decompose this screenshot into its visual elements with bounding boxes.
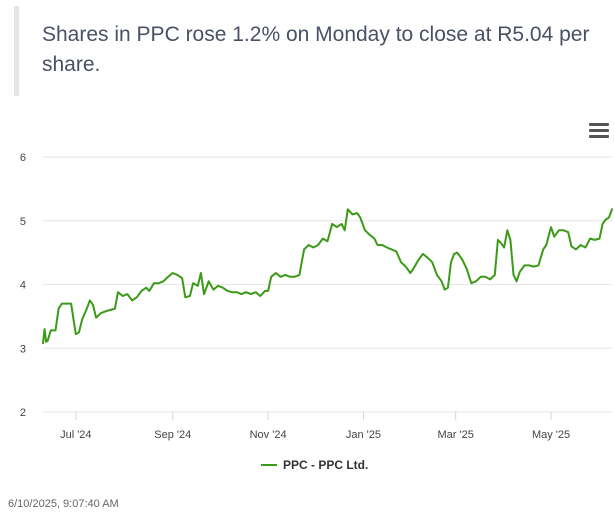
price-chart-svg: 2 3 4 5 6 Jul '24 Sep '24 Nov '24 Jan '25 Mar '2… — [20, 152, 613, 472]
y-tick-label: 4 — [20, 280, 26, 292]
x-tick-label: May '25 — [532, 429, 570, 441]
price-chart: 2 3 4 5 6 Jul '24 Sep '24 Nov '24 Jan '25 Mar '2… — [0, 110, 614, 490]
x-tick-label: Mar '25 — [438, 429, 474, 441]
series-line-ppc[interactable] — [42, 208, 613, 345]
hamburger-menu-icon[interactable] — [589, 123, 609, 141]
quote-bar — [14, 6, 19, 96]
y-tick-label: 3 — [20, 343, 26, 355]
x-tick-labels: Jul '24 Sep '24 Nov '24 Jan '25 Mar '25 May '… — [60, 412, 570, 441]
timestamp: 6/10/2025, 9:07:40 AM — [8, 498, 119, 510]
headline-text: Shares in PPC rose 1.2% on Monday to clo… — [42, 23, 590, 76]
grid-layer — [43, 156, 612, 413]
series-layer — [42, 208, 613, 345]
x-tick-label: Nov '24 — [250, 429, 287, 441]
y-tick-label: 2 — [20, 407, 26, 419]
legend-label[interactable]: PPC - PPC Ltd. — [283, 458, 368, 472]
y-tick-label: 6 — [20, 152, 26, 164]
y-tick-label: 5 — [20, 216, 26, 228]
x-tick-label: Jan '25 — [346, 429, 381, 441]
legend[interactable]: PPC - PPC Ltd. — [261, 458, 368, 472]
x-tick-label: Jul '24 — [60, 429, 91, 441]
y-tick-labels: 2 3 4 5 6 — [20, 152, 26, 419]
x-tick-label: Sep '24 — [154, 429, 191, 441]
headline-block: Shares in PPC rose 1.2% on Monday to clo… — [14, 6, 614, 98]
